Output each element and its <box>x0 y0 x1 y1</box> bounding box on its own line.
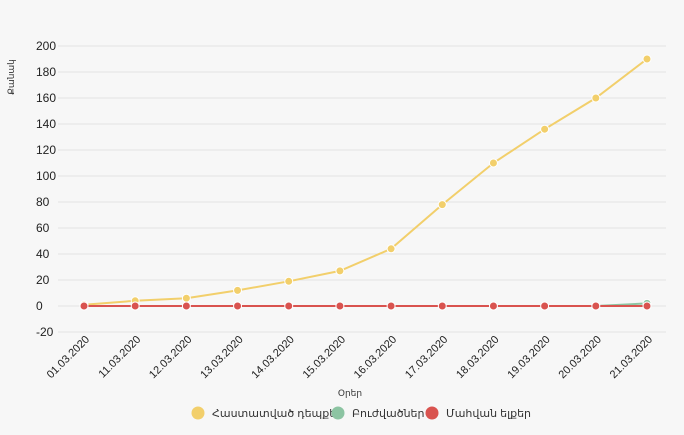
x-tick-label: 01.03.2020 <box>45 334 92 381</box>
data-point[interactable] <box>540 301 550 311</box>
data-point[interactable] <box>488 158 498 168</box>
series-1 <box>79 54 652 310</box>
legend-item[interactable]: Հաստատված դեպքեր <box>191 406 344 421</box>
legend-marker <box>425 406 439 420</box>
data-point[interactable] <box>233 301 243 311</box>
data-point[interactable] <box>284 301 294 311</box>
y-axis-ticks: -20 0 20 40 60 80 100 120 140 160 180 200 <box>36 39 56 339</box>
y-tick-label: 100 <box>36 169 56 183</box>
data-point[interactable] <box>386 244 396 254</box>
series-3 <box>79 301 652 311</box>
legend-label: Հաստատված դեպքեր <box>212 408 343 420</box>
data-point[interactable] <box>540 124 550 134</box>
data-point[interactable] <box>591 301 601 311</box>
x-tick-label: 16.03.2020 <box>352 334 399 381</box>
y-tick-label: 140 <box>36 117 56 131</box>
legend-label: Բուժվածներ <box>352 408 425 420</box>
x-tick-label: 17.03.2020 <box>403 334 450 381</box>
y-tick-label: 20 <box>36 273 50 287</box>
data-point[interactable] <box>437 200 447 210</box>
data-point[interactable] <box>437 301 447 311</box>
y-tick-label: 180 <box>36 65 56 79</box>
data-point[interactable] <box>181 293 191 303</box>
data-point[interactable] <box>79 301 89 311</box>
x-tick-label: 19.03.2020 <box>505 334 552 381</box>
data-point[interactable] <box>386 301 396 311</box>
data-point[interactable] <box>130 301 140 311</box>
data-point[interactable] <box>233 285 243 295</box>
x-tick-label: 14.03.2020 <box>249 334 296 381</box>
x-tick-label: 21.03.2020 <box>608 334 655 381</box>
y-tick-label: 60 <box>36 221 50 235</box>
data-point[interactable] <box>642 301 652 311</box>
legend-marker <box>331 406 345 420</box>
x-tick-label: 20.03.2020 <box>557 334 604 381</box>
series-line <box>83 58 648 306</box>
x-tick-label: 15.03.2020 <box>301 334 348 381</box>
y-tick-label: 80 <box>36 195 50 209</box>
data-point[interactable] <box>181 301 191 311</box>
legend-marker <box>191 406 205 420</box>
legend[interactable]: Հաստատված դեպքեր Բուժվածներ Մահվան ելքեր <box>191 406 532 421</box>
legend-item[interactable]: Բուժվածներ <box>331 406 425 421</box>
series-2 <box>79 298 652 311</box>
data-point[interactable] <box>284 276 294 286</box>
x-axis-ticks: 01.03.2020 11.03.2020 12.03.2020 13.03.2020… <box>45 334 655 381</box>
data-point[interactable] <box>642 54 652 64</box>
y-tick-label: -20 <box>36 325 54 339</box>
data-point[interactable] <box>591 93 601 103</box>
x-axis-title: Օրեր <box>338 388 362 398</box>
x-tick-label: 11.03.2020 <box>96 334 143 381</box>
y-tick-label: 160 <box>36 91 56 105</box>
legend-item[interactable]: Մահվան ելքեր <box>425 406 532 421</box>
data-point[interactable] <box>335 301 345 311</box>
x-tick-label: 13.03.2020 <box>198 334 245 381</box>
y-tick-label: 120 <box>36 143 56 157</box>
legend-label: Մահվան ելքեր <box>446 408 531 420</box>
y-tick-label: 0 <box>36 299 43 313</box>
y-axis-title: Քանակ <box>6 59 16 95</box>
data-point[interactable] <box>488 301 498 311</box>
grid-lines <box>58 45 666 333</box>
data-point[interactable] <box>335 266 345 276</box>
x-tick-label: 12.03.2020 <box>147 334 194 381</box>
y-tick-label: 200 <box>36 39 56 53</box>
x-tick-label: 18.03.2020 <box>454 334 501 381</box>
series-group <box>79 54 652 311</box>
y-tick-label: 40 <box>36 247 50 261</box>
